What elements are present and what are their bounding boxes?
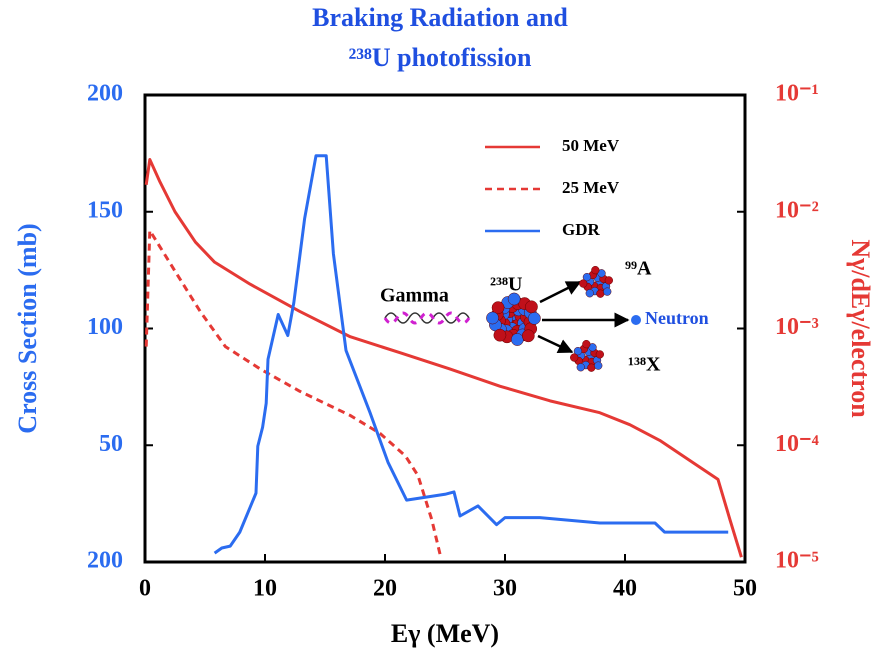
gamma-wave bbox=[383, 311, 471, 325]
y-tick-label: 50 bbox=[99, 431, 123, 457]
nucleon bbox=[587, 363, 596, 372]
annotation: Neutron bbox=[645, 308, 709, 328]
x-tick-label: 0 bbox=[139, 576, 151, 602]
y2-tick-label: 10⁻² bbox=[775, 197, 819, 223]
nucleon bbox=[521, 329, 535, 343]
y-tick-label: 100 bbox=[87, 314, 123, 340]
nucleon bbox=[528, 311, 541, 325]
nucleon bbox=[573, 347, 583, 356]
nucleon bbox=[525, 300, 538, 314]
y-axis-label: Cross Section (mb) bbox=[13, 223, 42, 433]
nucleon bbox=[603, 287, 612, 296]
nucleon bbox=[585, 289, 594, 298]
nucleon bbox=[570, 353, 579, 362]
nucleon bbox=[594, 361, 603, 370]
plot-frame bbox=[143, 93, 747, 564]
x-tick-label: 10 bbox=[253, 576, 277, 602]
legend-label: 50 MeV bbox=[562, 136, 620, 155]
nucleon bbox=[491, 301, 505, 315]
nucleon bbox=[486, 311, 499, 325]
gamma-wave bbox=[384, 312, 470, 324]
arrow bbox=[539, 280, 582, 304]
legend-label: 25 MeV bbox=[562, 178, 620, 197]
nucleon bbox=[576, 363, 585, 372]
x-tick-label: 30 bbox=[493, 576, 517, 602]
y2-tick-label: 10⁻⁴ bbox=[775, 431, 819, 457]
annotation: ⁹⁹A bbox=[625, 258, 652, 280]
nucleon bbox=[510, 333, 524, 346]
nucleon bbox=[604, 276, 613, 285]
nucleon bbox=[493, 328, 507, 342]
nucleon bbox=[596, 289, 605, 298]
chart-title: ²³⁸U photofission bbox=[348, 43, 532, 72]
series-line bbox=[213, 154, 729, 555]
y2-tick-label: 10⁻³ bbox=[775, 314, 819, 340]
series-line bbox=[144, 158, 743, 558]
y2-tick-label: 10⁻⁵ bbox=[775, 548, 819, 574]
y-tick-label: 150 bbox=[87, 197, 123, 223]
nucleon bbox=[579, 279, 588, 288]
annotation: Gamma bbox=[380, 285, 449, 307]
annotation: ¹³⁸X bbox=[628, 354, 661, 376]
x-tick-label: 20 bbox=[373, 576, 397, 602]
arrow bbox=[537, 334, 574, 354]
chart-title: Braking Radiation and bbox=[312, 3, 568, 32]
nucleon bbox=[591, 265, 600, 275]
annotation: ²³⁸U bbox=[490, 274, 522, 296]
x-tick-label: 40 bbox=[613, 576, 637, 602]
y2-axis-label: Nγ/dEγ/electron bbox=[846, 239, 875, 418]
y-tick-label: 200 bbox=[87, 81, 123, 107]
nucleon bbox=[595, 350, 604, 359]
x-axis-label: Eγ (MeV) bbox=[391, 619, 499, 648]
nuclei bbox=[486, 265, 613, 372]
nucleon bbox=[582, 273, 592, 282]
neutron bbox=[631, 315, 641, 325]
x-tick-label: 50 bbox=[733, 576, 757, 602]
y2-tick-label: 10⁻¹ bbox=[775, 81, 819, 107]
nucleon bbox=[582, 339, 591, 349]
y-tick-label: 200 bbox=[87, 548, 123, 574]
nucleon bbox=[507, 292, 521, 306]
legend-label: GDR bbox=[562, 220, 601, 239]
series-line bbox=[144, 229, 442, 556]
